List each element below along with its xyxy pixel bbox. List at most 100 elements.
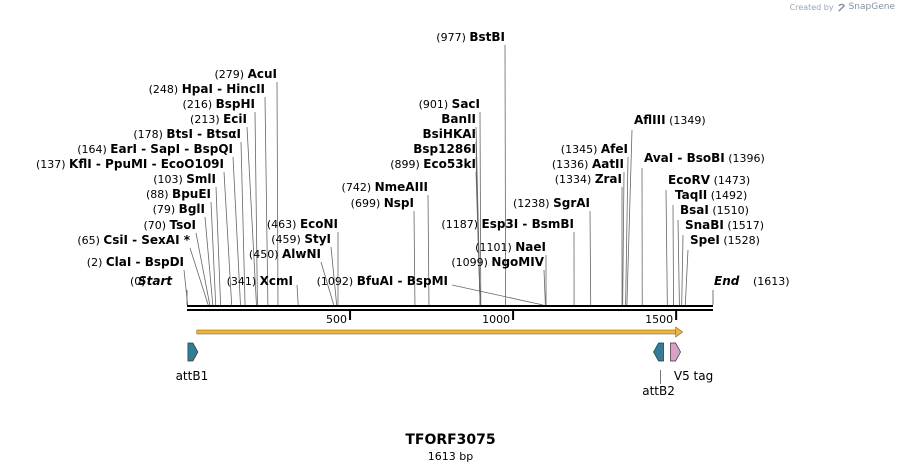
site-leader (451, 284, 544, 306)
feature-label-attb2: attB2 (642, 384, 675, 398)
site-enzyme-name: BanII (441, 112, 476, 126)
site-position: (1517) (724, 219, 764, 232)
feature-arrow (670, 342, 681, 362)
snapgene-logo-icon (837, 3, 845, 12)
site-enzyme-name: SnaBI (685, 218, 724, 232)
site-enzyme-name: EcoRV (668, 173, 711, 187)
site-enzyme-name: ZraI (595, 172, 622, 186)
site-label: (1336) AatII (552, 157, 624, 171)
site-enzyme-name: - HincII (213, 82, 265, 96)
site-label: TaqII (1492) (675, 188, 747, 202)
site-position: (79) (153, 203, 179, 216)
site-position: (450) (249, 248, 282, 261)
site-leader (195, 232, 211, 306)
site-label: (1092) BfuAI - BspMI (317, 274, 448, 288)
site-position: (1092) (317, 275, 357, 288)
site-label: (279) AcuI (215, 67, 278, 81)
site-leader (672, 204, 674, 306)
site-label: (248) HpaI - HincII (149, 82, 265, 96)
site-enzyme-name: AatII (592, 157, 624, 171)
site-enzyme-name: - BspDI (131, 255, 184, 269)
site-leader (232, 156, 241, 306)
site-label: Bsp1286I (413, 142, 476, 156)
site-label: (213) EciI (190, 112, 247, 126)
start-number: (0) (130, 275, 146, 288)
site-enzyme-name: TsoI (170, 218, 196, 232)
site-enzyme-name: AflIII (634, 113, 666, 127)
site-leader (254, 111, 258, 306)
site-position: (899) (390, 158, 423, 171)
site-leader (210, 201, 217, 306)
site-enzyme-name: - EcoO109I (147, 157, 224, 171)
site-enzyme-name: - BspQI (180, 142, 233, 156)
site-leader (223, 171, 233, 306)
site-label: (1187) Esp3I - BsmBI (441, 217, 574, 231)
site-position: (65) (77, 234, 103, 247)
site-position: (459) (271, 233, 304, 246)
end-label: End (714, 274, 740, 288)
site-leader (543, 269, 546, 306)
site-enzyme-name: - BsmBI (518, 217, 574, 231)
site-position: (463) (267, 218, 300, 231)
site-enzyme-name: BpuEI (172, 187, 211, 201)
site-label: (216) BspHI (183, 97, 255, 111)
site-enzyme-name: AlwNI (282, 247, 321, 261)
site-label: (1334) ZraI (555, 172, 622, 186)
site-label: (977) BstBI (436, 30, 505, 44)
site-position: (1492) (707, 189, 747, 202)
site-position: (1187) (441, 218, 481, 231)
site-enzyme-name: KflI (69, 157, 92, 171)
site-enzyme-name: - BtsαI (193, 127, 241, 141)
site-enzyme-name: - PpuMI (92, 157, 148, 171)
site-enzyme-name: BglI (179, 202, 205, 216)
map-length: 1613 bp (427, 450, 474, 463)
site-leader (246, 126, 257, 306)
site-position: (1349) (666, 114, 706, 127)
site-position: (977) (436, 31, 469, 44)
site-label: AflIII (1349) (634, 113, 706, 127)
site-enzyme-name: - BspMI (393, 274, 448, 288)
site-enzyme-name: AvaI (644, 151, 673, 165)
site-enzyme-name: BspHI (216, 97, 255, 111)
end-number: (1613) (753, 275, 790, 288)
site-leader (665, 189, 668, 306)
site-leader (626, 129, 633, 306)
site-label: (901) SacI (419, 97, 480, 111)
site-label: (459) StyI (271, 232, 331, 246)
site-position: (213) (190, 113, 223, 126)
orf-arrow-body (196, 329, 677, 335)
site-leader (684, 249, 689, 306)
site-leader (625, 156, 629, 306)
site-leader (330, 246, 338, 306)
site-enzyme-name: BfuAI (357, 274, 394, 288)
site-label: (70) TsoI (143, 218, 196, 232)
site-label: (2) ClaI - BspDI (87, 255, 184, 269)
site-enzyme-name: StyI (304, 232, 331, 246)
site-position: (1099) (451, 256, 491, 269)
site-label: (450) AlwNI (249, 247, 321, 261)
site-label: (79) BglI (153, 202, 205, 216)
site-label: (178) BtsI - BtsαI (133, 127, 241, 141)
site-enzyme-name: CsiI (103, 233, 128, 247)
site-enzyme-name: NgoMIV (491, 255, 544, 269)
site-leader (264, 96, 269, 306)
site-enzyme-name: - SapI (137, 142, 180, 156)
site-label: BanII (441, 112, 476, 126)
site-position: (103) (153, 173, 186, 186)
site-leader (320, 261, 335, 306)
site-enzyme-name: AcuI (248, 67, 277, 81)
site-enzyme-name: BsaI (680, 203, 709, 217)
site-leader (622, 171, 625, 306)
site-enzyme-name: SacI (452, 97, 480, 111)
site-position: (742) (342, 181, 375, 194)
start-label: Start (138, 274, 173, 288)
site-label: (463) EcoNI (267, 217, 338, 231)
site-label: (1101) NaeI (475, 240, 546, 254)
site-leader (183, 269, 189, 306)
site-enzyme-name: - BsoBI (673, 151, 724, 165)
site-leader (681, 234, 684, 306)
site-leader (204, 216, 214, 306)
site-label: BsaI (1510) (680, 203, 749, 217)
site-enzyme-name: EarI (110, 142, 137, 156)
site-position: (1336) (552, 158, 592, 171)
